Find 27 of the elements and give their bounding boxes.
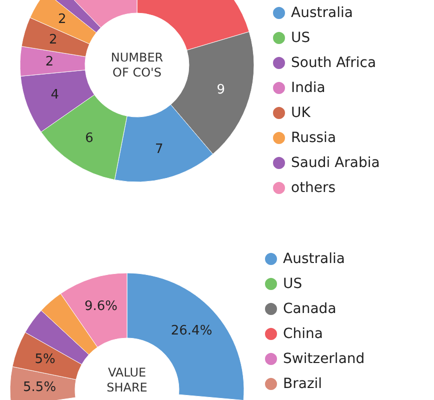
text: NUMBER OF CO'S bbox=[110, 50, 164, 80]
legend-label: US bbox=[283, 276, 302, 292]
data-label: 9 bbox=[216, 82, 226, 98]
data-label: 2 bbox=[45, 54, 54, 70]
data-label: 4 bbox=[50, 88, 60, 103]
data-label: 6 bbox=[85, 130, 94, 146]
data-label: 5.5% bbox=[23, 380, 56, 396]
data-label: 9.6% bbox=[84, 298, 118, 314]
legend-label: Saudi Arabia bbox=[291, 155, 380, 171]
legend-label: China bbox=[283, 326, 323, 342]
data-label: 5% bbox=[34, 352, 56, 367]
data-label: 2 bbox=[58, 12, 66, 28]
data-label: 2 bbox=[48, 32, 58, 48]
legend-label: Brazil bbox=[283, 376, 322, 392]
legend-label: Russia bbox=[291, 130, 336, 146]
legend-label: South Africa bbox=[291, 55, 376, 71]
legend-label: India bbox=[291, 80, 326, 96]
data-label: 26.4% bbox=[170, 323, 212, 338]
data-label: 7 bbox=[155, 142, 164, 158]
legend-label: Switzerland bbox=[283, 351, 365, 367]
legend-label: UK bbox=[291, 105, 312, 121]
legend-label: others bbox=[291, 180, 336, 196]
legend-label: Australia bbox=[283, 251, 345, 267]
legend-label: Australia bbox=[291, 5, 353, 21]
legend-label: Canada bbox=[283, 301, 336, 317]
legend-label: US bbox=[291, 30, 310, 46]
text: VALUE SHARE bbox=[106, 366, 148, 394]
